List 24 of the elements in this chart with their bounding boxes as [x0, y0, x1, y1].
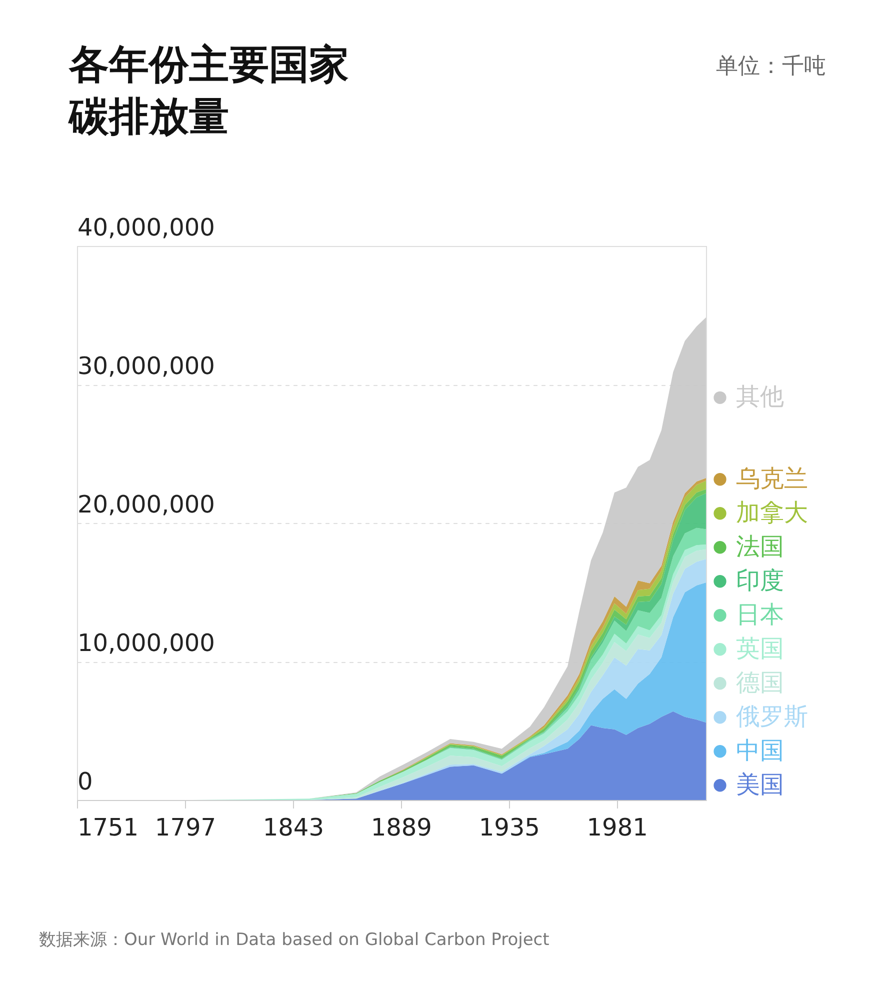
x-tick-label: 1889	[370, 814, 432, 842]
x-tick-label: 1797	[154, 814, 216, 842]
legend-label: 中国	[736, 736, 784, 764]
legend-label: 日本	[736, 600, 784, 628]
y-tick-label: 0	[78, 768, 93, 796]
legend-label: 加拿大	[736, 498, 808, 526]
legend-label: 乌克兰	[736, 464, 808, 492]
legend-label: 英国	[736, 634, 784, 662]
source-note: 数据来源：Our World in Data based on Global Carbon Project	[39, 930, 550, 950]
legend-label: 法国	[736, 532, 784, 560]
y-tick-label: 40,000,000	[78, 214, 215, 242]
y-tick-label: 10,000,000	[78, 629, 215, 657]
x-tick-label: 1751	[78, 814, 139, 842]
text: 单位：千吨	[716, 54, 826, 79]
y-tick-label: 20,000,000	[78, 490, 215, 518]
legend-label: 美国	[736, 770, 784, 798]
x-tick-label: 1935	[478, 814, 540, 842]
x-tick-label: 1981	[586, 814, 648, 842]
x-tick-label: 1843	[262, 814, 324, 842]
legend-label: 德国	[736, 668, 784, 696]
chart-title: 各年份主要国家碳排放量	[67, 42, 349, 140]
legend-label: 俄罗斯	[736, 702, 808, 730]
y-tick-label: 30,000,000	[78, 352, 215, 380]
legend-label: 印度	[736, 566, 784, 594]
